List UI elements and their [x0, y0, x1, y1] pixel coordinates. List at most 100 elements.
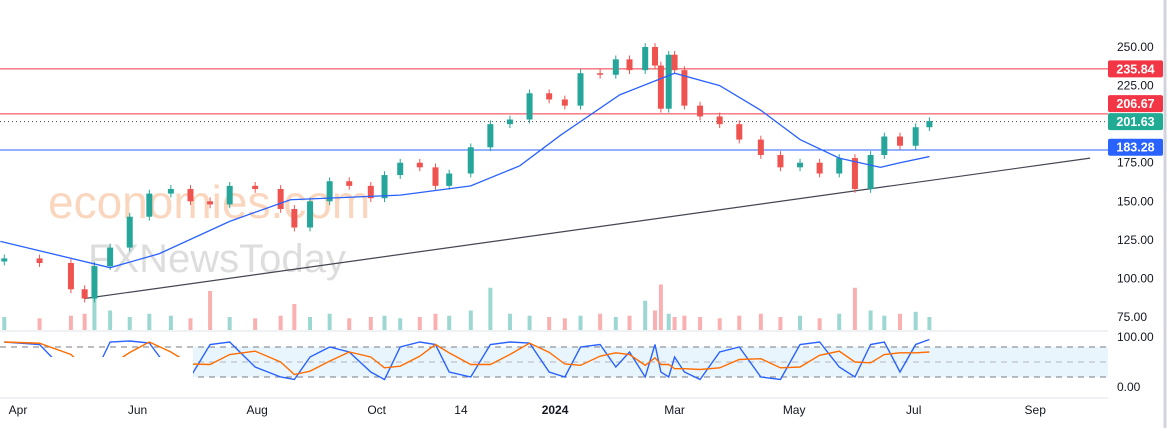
price-tick-label: 250.00: [1117, 40, 1154, 54]
candle-body: [736, 124, 743, 140]
volume-bar: [82, 313, 87, 330]
volume-bar: [643, 300, 648, 330]
volume-bar: [447, 315, 452, 330]
candle-body: [207, 201, 214, 205]
volume-bar: [488, 287, 493, 330]
candle-body: [167, 188, 174, 194]
volume-bar: [2, 317, 7, 330]
sma-line-path: [0, 72, 930, 269]
volume-bar: [433, 313, 438, 330]
volume-bar: [278, 315, 283, 330]
volume-bar: [468, 310, 473, 330]
candle-body: [432, 167, 439, 186]
volume-bar: [507, 313, 512, 330]
volume-bar: [672, 317, 677, 330]
candle-body: [126, 216, 133, 248]
volume-bar: [368, 317, 373, 330]
volume-bar: [108, 310, 113, 330]
time-tick-label: Oct: [367, 403, 386, 417]
stoch-tick-label: 0.00: [1117, 380, 1141, 394]
candle-body: [346, 181, 353, 186]
stochastic-band: [0, 346, 1108, 378]
time-tick-label: Aug: [246, 403, 267, 417]
candle-body: [506, 119, 513, 125]
price-tick-label: 75.00: [1117, 310, 1147, 324]
volume-bar: [253, 318, 258, 330]
volume-bar: [717, 318, 722, 330]
volume-bar: [758, 313, 763, 330]
candle-body: [657, 65, 664, 109]
stoch-mask: [0, 357, 193, 397]
volume-bar: [127, 317, 132, 330]
candle-body: [252, 185, 259, 189]
volume-bar: [817, 318, 822, 330]
time-tick-label: Apr: [9, 403, 28, 417]
time-axis[interactable]: Apr Jun Aug Oct 14 2024 Mar May Jul Sep: [9, 403, 1047, 417]
candle-body: [487, 124, 494, 148]
time-tick-label: Sep: [1025, 403, 1047, 417]
price-axis[interactable]: 250.00 225.00 175.00 150.00 125.00 100.00 75.0…: [1117, 40, 1154, 394]
candle-body: [107, 247, 114, 267]
stochastic-lines: [0, 338, 930, 397]
candle-body: [912, 127, 919, 146]
volume-bar: [382, 315, 387, 330]
volume-bar: [327, 313, 332, 330]
trendline[interactable]: [84, 157, 1091, 300]
volume-bar: [68, 315, 73, 330]
candle-body: [397, 162, 404, 176]
volume-bar: [666, 313, 671, 330]
candle-body: [757, 139, 764, 156]
support-trendline: [84, 157, 1091, 300]
volume-bar: [227, 317, 232, 330]
candles: [1, 43, 933, 303]
volume-bar: [913, 311, 918, 330]
candle-body: [416, 162, 423, 168]
volume-bar: [852, 287, 857, 330]
candle-body: [36, 258, 43, 264]
volume-bar: [578, 315, 583, 330]
candle-body: [716, 116, 723, 125]
volume-bar: [837, 313, 842, 330]
candle-body: [67, 263, 74, 290]
volume-bar: [547, 317, 552, 330]
candle-body: [612, 59, 619, 75]
candle-body: [816, 162, 823, 174]
candle-body: [642, 47, 649, 71]
time-tick-label: May: [783, 403, 806, 417]
volume-bar: [308, 317, 313, 330]
candle-body: [665, 54, 672, 109]
price-tag: [1108, 113, 1163, 131]
time-tick-label: 2024: [542, 403, 569, 417]
candle-body: [277, 188, 284, 210]
candle-body: [926, 121, 933, 128]
candle-body: [851, 158, 858, 189]
price-tags[interactable]: 183.28 201.63 206.67 235.84: [1108, 60, 1163, 156]
volume-bar: [798, 315, 803, 330]
volume-bar: [927, 317, 932, 330]
candle-body: [777, 155, 784, 168]
candle-body: [597, 73, 604, 75]
horizontal-levels[interactable]: [0, 68, 1108, 151]
candle-body: [146, 193, 153, 217]
watermark-fxnewstoday: FXNewsToday: [88, 237, 346, 281]
volume-bar: [347, 318, 352, 330]
candle-body: [307, 201, 314, 228]
candle-body: [836, 158, 843, 174]
candle-body: [367, 185, 374, 199]
price-tag-label: 201.63: [1116, 115, 1154, 129]
price-tag-label: 235.84: [1116, 62, 1154, 76]
volume-bar: [92, 284, 97, 330]
volume-bar: [658, 284, 663, 330]
candle-body: [91, 266, 98, 299]
candle-body: [561, 99, 568, 106]
candle-body: [381, 175, 388, 199]
candle-body: [546, 93, 553, 100]
volume-bar: [898, 313, 902, 330]
candle-body: [652, 47, 658, 66]
price-tick-label: 225.00: [1117, 79, 1154, 93]
price-tag-label: 206.67: [1116, 97, 1154, 111]
volume-bar: [698, 317, 703, 330]
time-tick-label: 14: [454, 403, 468, 417]
volume-bar: [147, 313, 152, 330]
